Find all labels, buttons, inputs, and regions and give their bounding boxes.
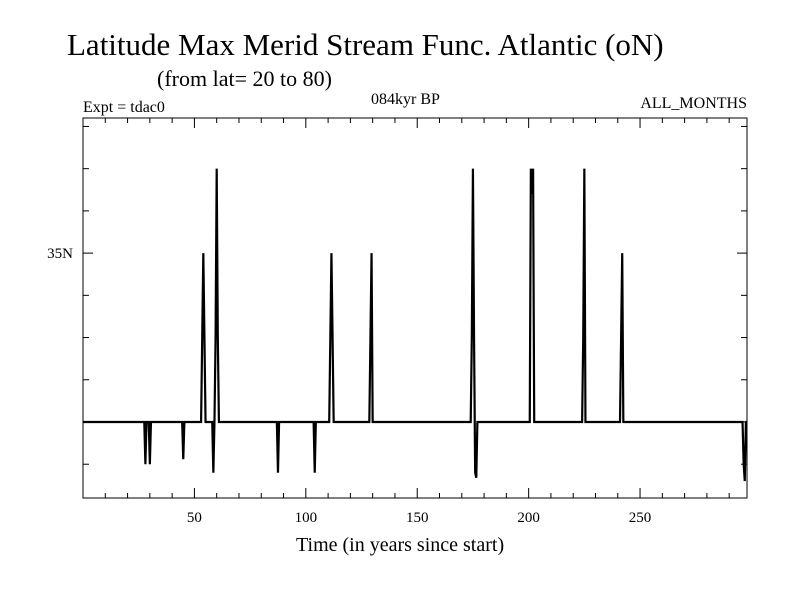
x-tick-label: 50 [187,510,202,526]
plot-frame [82,117,748,499]
chart-subtitle: (from lat= 20 to 80) [157,66,332,91]
x-tick-label: 200 [517,510,540,526]
experiment-label: Expt = tdac0 [83,99,165,116]
x-tick-label: 250 [629,510,652,526]
axis-tick-labels: 50 100 150 200 250 35N [47,246,651,526]
y-tick-label: 35N [47,246,73,262]
period-label: 084kyr BP [371,91,440,108]
chart-title: Latitude Max Merid Stream Func. Atlantic… [67,27,664,62]
x-tick-label: 100 [295,510,318,526]
x-axis-label: Time (in years since start) [296,534,505,556]
x-tick-label: 150 [406,510,429,526]
series-line [83,168,747,482]
months-label: ALL_MONTHS [640,95,747,112]
